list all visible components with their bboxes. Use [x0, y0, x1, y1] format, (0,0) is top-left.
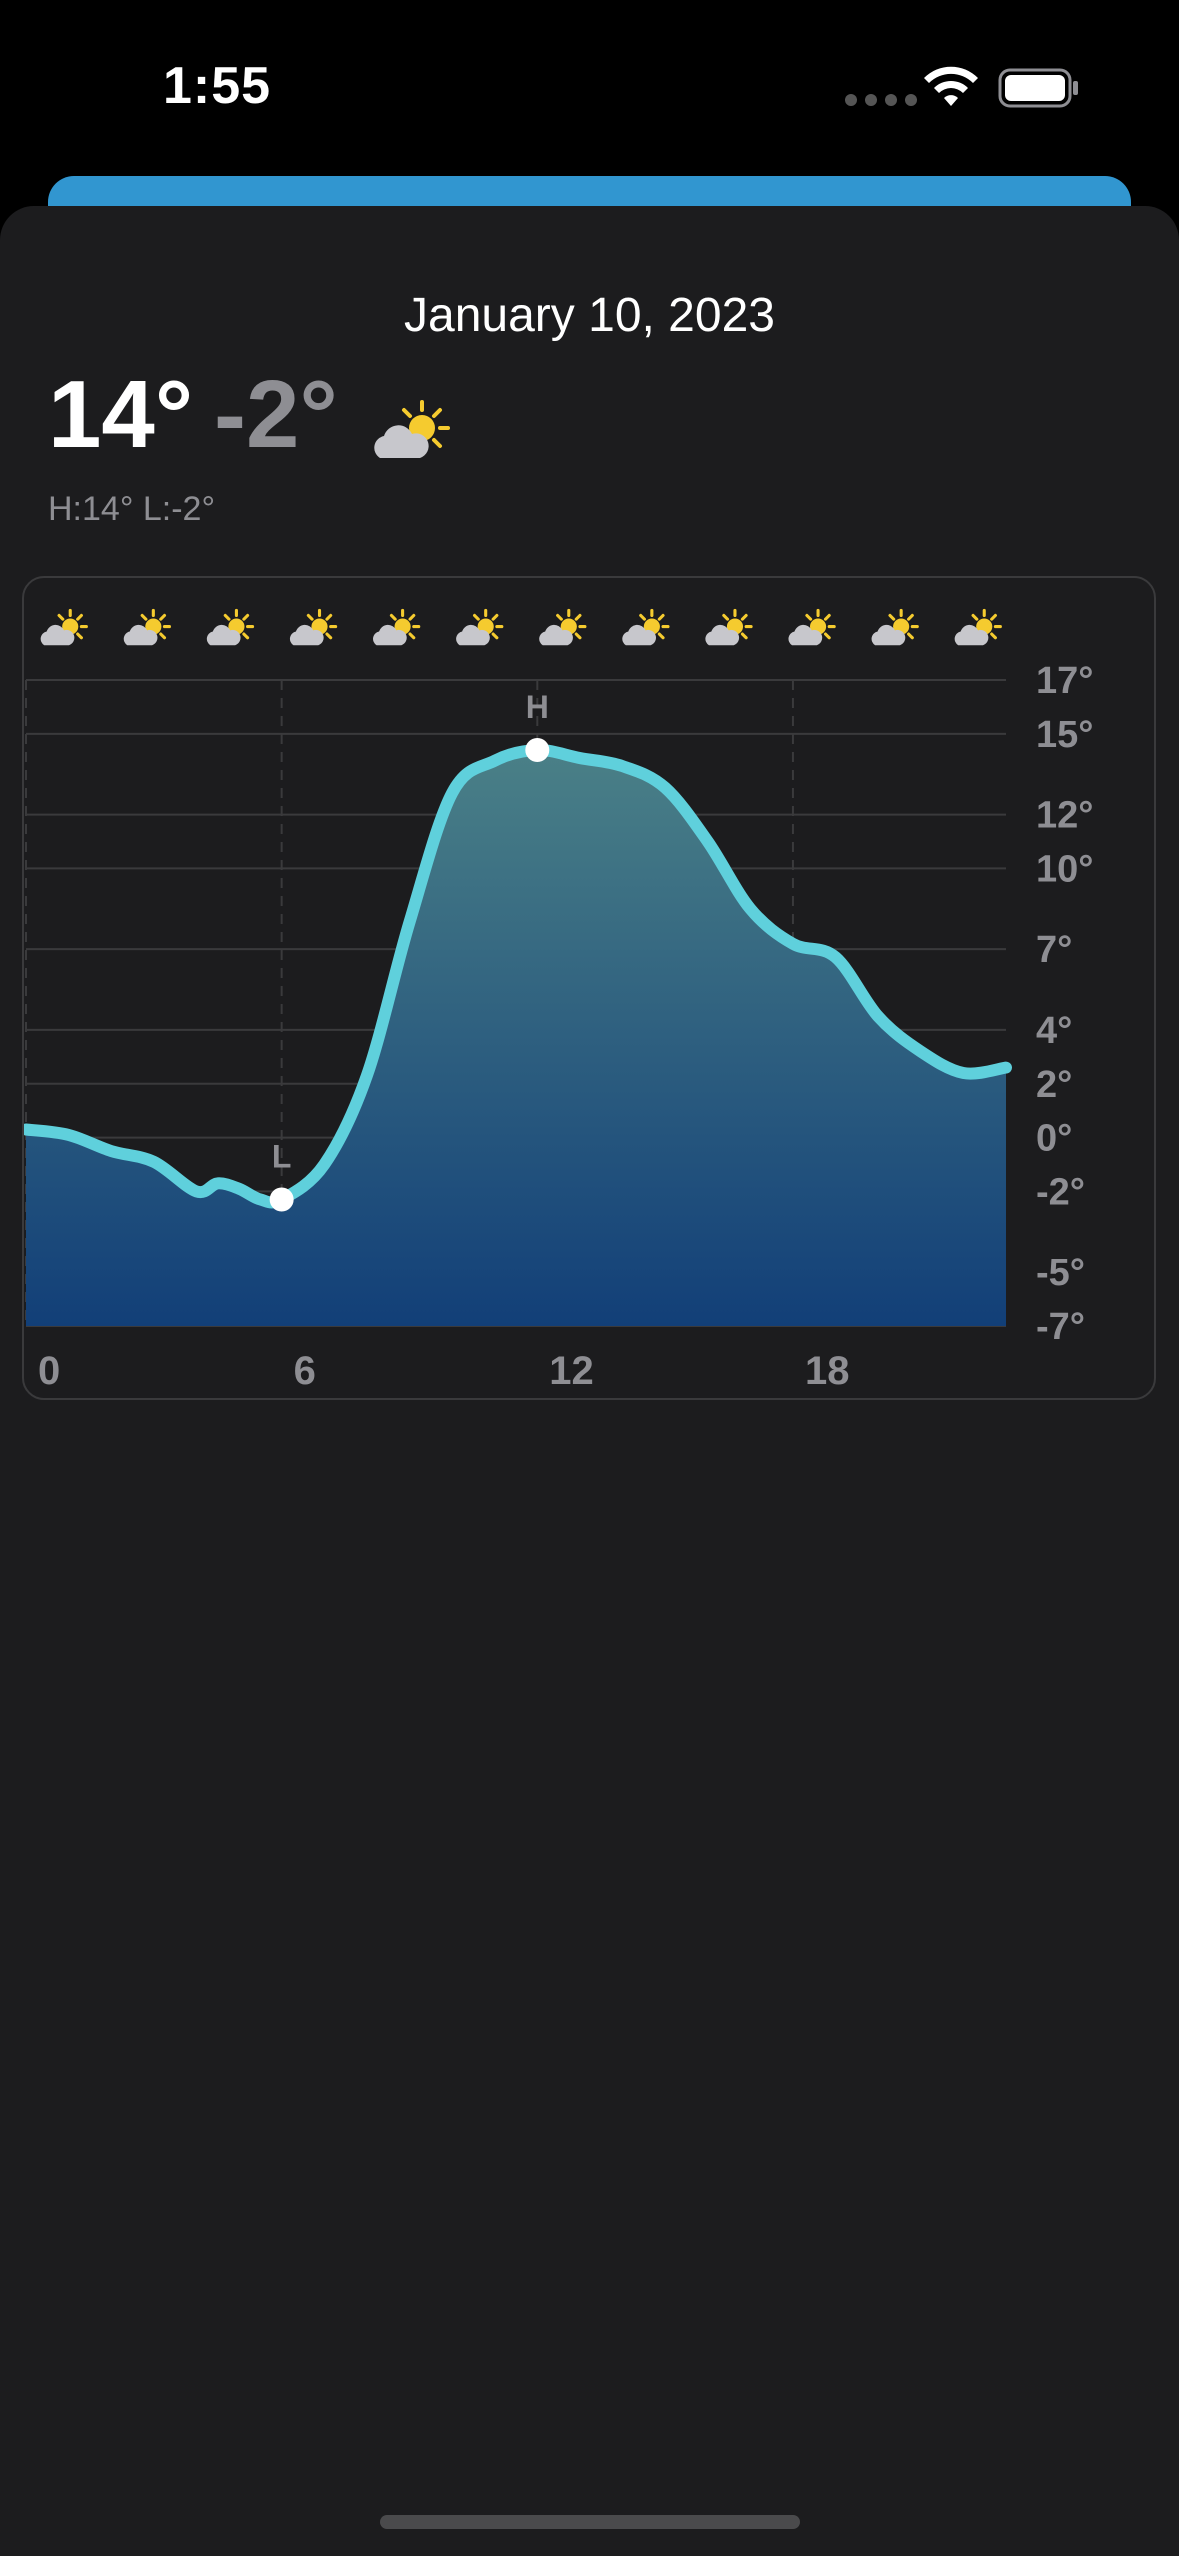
hourly-partly-sunny-icon — [871, 608, 919, 646]
status-time: 1:55 — [163, 57, 272, 115]
cellular-signal-icon — [845, 94, 917, 106]
x-tick-label: 12 — [549, 1349, 594, 1393]
x-tick-label: 18 — [805, 1349, 850, 1393]
date-title: January 10, 2023 — [404, 289, 775, 342]
y-tick-label: 4° — [1036, 1010, 1072, 1052]
hourly-partly-sunny-icon — [206, 608, 255, 646]
low-label: L — [272, 1138, 292, 1174]
home-indicator[interactable] — [380, 2515, 800, 2529]
x-tick-label: 6 — [294, 1349, 316, 1393]
low-temperature: -2° — [214, 361, 338, 468]
y-tick-label: 12° — [1036, 795, 1093, 837]
hourly-partly-sunny-icon — [705, 608, 753, 646]
high-temperature: 14° — [48, 361, 194, 468]
wifi-icon — [924, 66, 978, 106]
hourly-partly-sunny-icon — [539, 608, 587, 646]
y-tick-label: -5° — [1036, 1252, 1085, 1294]
hourly-partly-sunny-icon — [289, 608, 338, 646]
y-tick-label: -7° — [1036, 1306, 1085, 1348]
x-tick-label: 0 — [38, 1349, 60, 1393]
temperature-area — [26, 749, 1006, 1326]
high-low-summary: H:14° L:-2° — [48, 490, 216, 528]
y-tick-label: -2° — [1036, 1171, 1085, 1213]
temperature-line — [24, 743, 1012, 1209]
partly-sunny-icon — [374, 400, 450, 458]
y-tick-label: 2° — [1036, 1064, 1072, 1106]
temperature-chart[interactable]: L H 17° 15° 12° 10° 7° 4° 2° 0° -2° -5° -7° 0 6 12 18 — [24, 578, 1156, 1400]
weather-detail-sheet — [0, 206, 1179, 2556]
hourly-partly-sunny-icon — [40, 608, 88, 646]
status-bar: 1:55 — [0, 0, 1179, 175]
battery-full-icon — [998, 68, 1078, 108]
high-marker — [525, 737, 550, 762]
high-label: H — [526, 689, 549, 725]
y-tick-label: 15° — [1036, 714, 1093, 756]
hourly-partly-sunny-icon — [622, 608, 670, 646]
hourly-partly-sunny-icon — [788, 608, 836, 646]
y-tick-label: 10° — [1036, 848, 1093, 890]
low-marker — [269, 1187, 294, 1212]
temperature-chart-card[interactable]: L H 17° 15° 12° 10° 7° 4° 2° 0° -2° -5° -7° 0 6 12 18 — [22, 576, 1156, 1400]
y-tick-label: 0° — [1036, 1118, 1072, 1160]
hourly-partly-sunny-icon — [456, 608, 504, 646]
y-tick-label: 7° — [1036, 929, 1072, 971]
hourly-partly-sunny-icon — [373, 608, 421, 646]
hourly-partly-sunny-icon — [954, 608, 1002, 646]
y-tick-label: 17° — [1036, 660, 1093, 702]
hourly-partly-sunny-icon — [123, 608, 172, 646]
